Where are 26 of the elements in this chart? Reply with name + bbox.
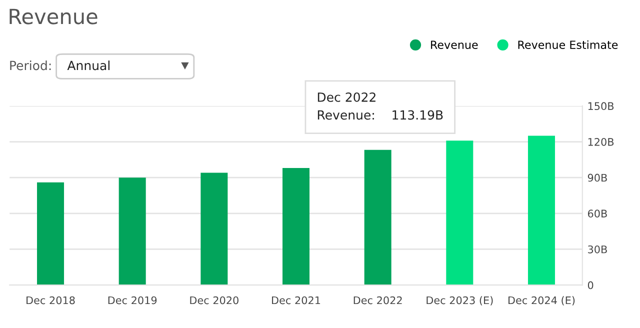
chart-title: Revenue xyxy=(10,8,98,24)
y-tick-label: 90B xyxy=(588,174,607,182)
bar xyxy=(282,168,310,286)
bar xyxy=(37,182,64,286)
y-tick-label: 60B xyxy=(588,210,607,218)
y-tick-label: 120B xyxy=(588,138,614,146)
legend-label: Revenue xyxy=(431,40,478,50)
annotation: Dec 2022 Revenue: 113.19B xyxy=(318,92,443,120)
text: Annual xyxy=(67,60,110,70)
x-tick-label: Dec 2019 xyxy=(108,296,157,304)
x-tick-label: Dec 2020 xyxy=(190,296,238,304)
y-tick-label: 0 xyxy=(588,281,594,290)
bar xyxy=(528,136,555,286)
text: Period: xyxy=(10,60,51,70)
bar xyxy=(364,150,392,286)
x-tick-label: Dec 2021 xyxy=(272,296,320,304)
x-tick-label: Dec 2022 xyxy=(354,296,402,304)
bar xyxy=(446,140,474,286)
x-tick-label: Dec 2024 (E) xyxy=(508,296,575,306)
y-tick-label: 30B xyxy=(588,245,607,254)
bar xyxy=(118,178,146,286)
x-tick-label: Dec 2018 xyxy=(26,296,75,304)
bar xyxy=(200,172,228,286)
x-tick-label: Dec 2023 (E) xyxy=(426,296,493,306)
y-tick-label: 150B xyxy=(588,102,614,110)
legend-label: Revenue Estimate xyxy=(518,40,618,50)
